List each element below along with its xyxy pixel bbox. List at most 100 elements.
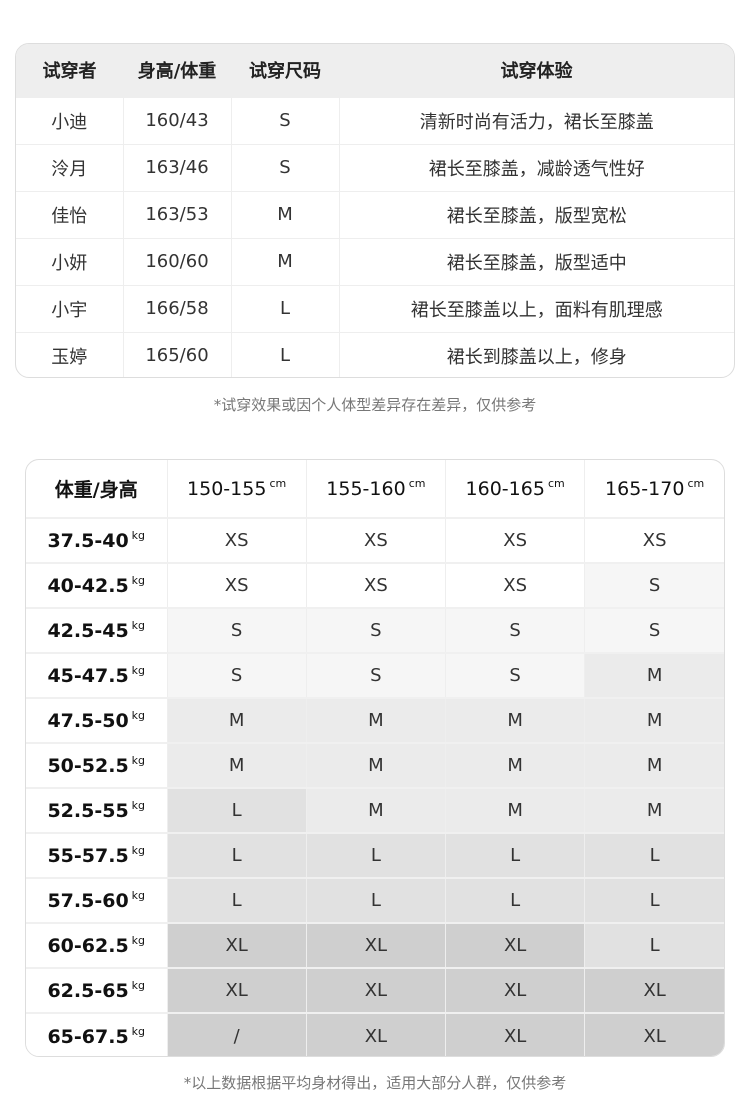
table-row: 50-52.5 kg M M M M bbox=[26, 742, 724, 788]
height-unit: cm bbox=[408, 477, 426, 490]
size-cell: M bbox=[584, 742, 724, 788]
weight-header: 45-47.5 kg bbox=[26, 652, 167, 698]
height-range: 160-165 bbox=[465, 478, 545, 500]
column-header: 试穿体验 bbox=[339, 44, 734, 97]
size-cell: S bbox=[444, 607, 585, 653]
height-header: 150-155 cm bbox=[166, 460, 307, 518]
size-cell: XL bbox=[166, 922, 307, 968]
weight-header: 65-67.5 kg bbox=[26, 1012, 167, 1056]
size-cell: M bbox=[305, 742, 446, 788]
size-cell: L bbox=[166, 877, 307, 923]
size-cell: M bbox=[584, 652, 724, 698]
size-cell: L bbox=[444, 877, 585, 923]
size-cell: XL bbox=[305, 1012, 446, 1056]
size-cell: L bbox=[584, 877, 724, 923]
weight-range: 62.5-65 bbox=[47, 980, 129, 1002]
table-row: 45-47.5 kg S S S M bbox=[26, 652, 724, 698]
weight-header: 55-57.5 kg bbox=[26, 832, 167, 878]
table-row: 佳怡 163/53 M 裙长至膝盖，版型宽松 bbox=[16, 190, 734, 238]
table-cell: 裙长至膝盖，减龄透气性好 bbox=[338, 143, 734, 191]
table-row: 52.5-55 kg L M M M bbox=[26, 787, 724, 833]
table-row: 62.5-65 kg XL XL XL XL bbox=[26, 967, 724, 1013]
size-cell: XS bbox=[305, 562, 446, 608]
tryon-note: *试穿效果或因个人体型差异存在差异，仅供参考 bbox=[213, 396, 537, 414]
table-row: 小妍 160/60 M 裙长至膝盖，版型适中 bbox=[16, 237, 734, 285]
height-unit: cm bbox=[269, 477, 287, 490]
table-cell: 裙长至膝盖，版型适中 bbox=[338, 237, 734, 285]
table-row: 37.5-40 kg XS XS XS XS bbox=[26, 517, 724, 563]
table-cell: 玉婷 bbox=[16, 331, 123, 377]
table-cell: M bbox=[230, 190, 339, 238]
weight-unit: kg bbox=[131, 844, 146, 857]
weight-header: 60-62.5 kg bbox=[26, 922, 167, 968]
weight-range: 47.5-50 bbox=[47, 710, 129, 732]
weight-unit: kg bbox=[131, 709, 146, 722]
weight-unit: kg bbox=[131, 979, 146, 992]
size-cell: S bbox=[166, 607, 307, 653]
table-row: 42.5-45 kg S S S S bbox=[26, 607, 724, 653]
table-row: 60-62.5 kg XL XL XL L bbox=[26, 922, 724, 968]
table-cell: S bbox=[230, 96, 339, 144]
size-cell: L bbox=[444, 832, 585, 878]
size-cell: XS bbox=[584, 517, 724, 563]
size-cell: S bbox=[166, 652, 307, 698]
size-cell: XS bbox=[305, 517, 446, 563]
size-cell: M bbox=[166, 742, 307, 788]
size-cell: S bbox=[305, 652, 446, 698]
weight-range: 50-52.5 bbox=[47, 755, 129, 777]
size-cell: XS bbox=[444, 517, 585, 563]
weight-header: 47.5-50 kg bbox=[26, 697, 167, 743]
weight-range: 60-62.5 bbox=[47, 935, 129, 957]
weight-unit: kg bbox=[131, 799, 146, 812]
size-cell: L bbox=[166, 787, 307, 833]
weight-unit: kg bbox=[131, 664, 146, 677]
weight-unit: kg bbox=[131, 619, 146, 632]
table-cell: 小妍 bbox=[16, 237, 123, 285]
table-row: 小宇 166/58 L 裙长至膝盖以上，面料有肌理感 bbox=[16, 284, 734, 332]
weight-header: 37.5-40 kg bbox=[26, 517, 167, 563]
table-cell: 小迪 bbox=[16, 96, 123, 144]
table-row: 泠月 163/46 S 裙长至膝盖，减龄透气性好 bbox=[16, 143, 734, 191]
weight-range: 55-57.5 bbox=[47, 845, 129, 867]
table-cell: 165/60 bbox=[122, 331, 231, 377]
size-cell: XL bbox=[584, 967, 724, 1013]
table-cell: 小宇 bbox=[16, 284, 123, 332]
weight-header: 52.5-55 kg bbox=[26, 787, 167, 833]
table-cell: 166/58 bbox=[122, 284, 231, 332]
size-cell: XL bbox=[166, 967, 307, 1013]
weight-unit: kg bbox=[131, 754, 146, 767]
table-row: 57.5-60 kg L L L L bbox=[26, 877, 724, 923]
table-cell: 裙长到膝盖以上，修身 bbox=[338, 331, 734, 377]
size-cell: S bbox=[305, 607, 446, 653]
size-cell: M bbox=[444, 787, 585, 833]
weight-range: 40-42.5 bbox=[47, 575, 129, 597]
table-row: 小迪 160/43 S 清新时尚有活力，裙长至膝盖 bbox=[16, 96, 734, 144]
size-chart-note: *以上数据根据平均身材得出，适用大部分人群，仅供参考 bbox=[183, 1074, 567, 1092]
table-cell: 裙长至膝盖，版型宽松 bbox=[338, 190, 734, 238]
size-cell: M bbox=[444, 742, 585, 788]
weight-unit: kg bbox=[131, 529, 146, 542]
size-cell: M bbox=[444, 697, 585, 743]
size-chart-table: 体重/身高 150-155 cm 155-160 cm 160-165 cm 165-170 c… bbox=[25, 459, 725, 1057]
weight-range: 42.5-45 bbox=[47, 620, 129, 642]
height-unit: cm bbox=[547, 477, 565, 490]
weight-unit: kg bbox=[131, 574, 146, 587]
height-range: 150-155 bbox=[187, 478, 267, 500]
weight-range: 65-67.5 bbox=[47, 1025, 129, 1048]
height-header: 155-160 cm bbox=[305, 460, 446, 518]
weight-range: 45-47.5 bbox=[47, 665, 129, 687]
weight-header: 57.5-60 kg bbox=[26, 877, 167, 923]
table-row: 40-42.5 kg XS XS XS S bbox=[26, 562, 724, 608]
table-cell: M bbox=[230, 237, 339, 285]
size-cell: L bbox=[584, 922, 724, 968]
table-cell: 裙长至膝盖以上，面料有肌理感 bbox=[338, 284, 734, 332]
weight-range: 57.5-60 bbox=[47, 890, 129, 912]
corner-header: 体重/身高 bbox=[54, 479, 138, 501]
table-cell: 泠月 bbox=[16, 143, 123, 191]
size-cell: XL bbox=[444, 1012, 585, 1056]
size-cell: M bbox=[584, 787, 724, 833]
weight-header: 50-52.5 kg bbox=[26, 742, 167, 788]
column-header: 身高/体重 bbox=[123, 44, 231, 97]
table-row: 玉婷 165/60 L 裙长到膝盖以上，修身 bbox=[16, 331, 734, 377]
size-cell: XL bbox=[584, 1012, 724, 1056]
